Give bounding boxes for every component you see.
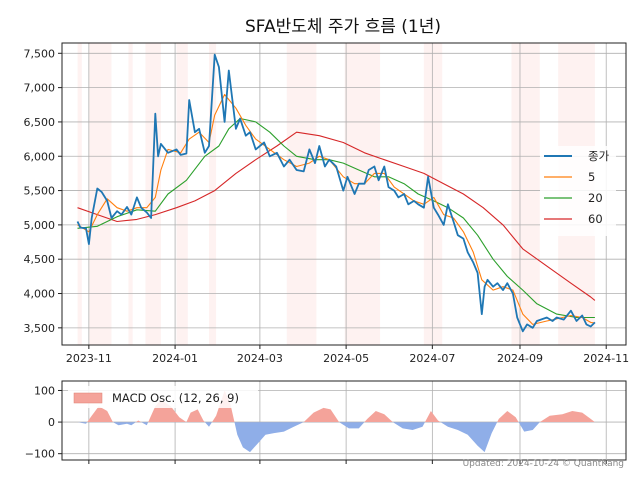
x-tick-label: 2024-11 (583, 352, 629, 365)
y-tick-label: 6,500 (24, 116, 56, 129)
y-tick-label: 4,000 (24, 288, 56, 301)
osc-area-fill (77, 390, 595, 453)
osc-legend-box (68, 386, 258, 408)
x-tick-label: 2024-01 (152, 352, 198, 365)
highlight-band (176, 43, 188, 345)
legend-label: 20 (588, 191, 603, 205)
y-tick-label: 4,500 (24, 253, 56, 266)
main-plot-frame (61, 42, 627, 346)
y-tick-label: 7,000 (24, 82, 56, 95)
series-line-ma20 (77, 117, 595, 319)
main-highlight-bands (77, 43, 595, 345)
highlight-band (88, 43, 112, 345)
legend-label: 60 (588, 212, 603, 226)
highlight-band (511, 43, 540, 345)
y-tick-label: 7,500 (24, 47, 56, 60)
osc-legend-swatch (73, 392, 103, 404)
chart-title: SFA반도체 주가 흐름 (1년) (245, 17, 441, 37)
highlight-band (209, 43, 217, 345)
series-line-ma60 (77, 131, 596, 301)
highlight-band (344, 43, 381, 345)
x-tick-label: 2024-05 (323, 352, 369, 365)
osc-y-axis: 100 0 −100 (25, 384, 62, 461)
x-tick-label: 2023-11 (66, 352, 112, 365)
osc-y-tick-label: 100 (34, 384, 55, 397)
legend-label: 5 (588, 170, 595, 184)
y-tick-label: 3,500 (24, 322, 56, 335)
y-tick-label: 5,500 (24, 185, 56, 198)
y-tick-label: 5,000 (24, 219, 56, 232)
highlight-band (423, 43, 443, 345)
main-y-axis: 3,500 4,000 4,500 5,000 5,500 6,000 6,500 7,000… (24, 47, 62, 335)
legend-box (540, 146, 616, 236)
highlight-band (77, 43, 82, 345)
osc-negative-area (77, 422, 595, 453)
osc-y-tick-label: 0 (48, 416, 55, 429)
main-x-axis: 2023-11 2024-01 2024-03 2024-05 2024-07 2024-… (66, 345, 629, 365)
x-tick-label: 2024-09 (497, 352, 543, 365)
highlight-band (128, 43, 133, 345)
highlight-band (286, 43, 317, 345)
main-legend: 종가 5 20 60 (540, 146, 616, 236)
x-tick-label: 2024-07 (409, 352, 455, 365)
y-tick-label: 6,000 (24, 150, 56, 163)
osc-legend: MACD Osc. (12, 26, 9) (68, 386, 258, 408)
legend-label: 종가 (588, 149, 610, 163)
series-line-close (76, 53, 596, 333)
x-tick-label: 2024-03 (237, 352, 283, 365)
osc-x-axis (88, 460, 607, 464)
osc-legend-label: MACD Osc. (12, 26, 9) (112, 391, 239, 405)
main-series-lines (76, 53, 596, 333)
osc-y-tick-label: −100 (25, 448, 55, 461)
footer-credit: Updated: 2024-10-24 © QuantKang (463, 459, 624, 469)
osc-plot-frame (61, 380, 627, 461)
highlight-band (145, 43, 161, 345)
